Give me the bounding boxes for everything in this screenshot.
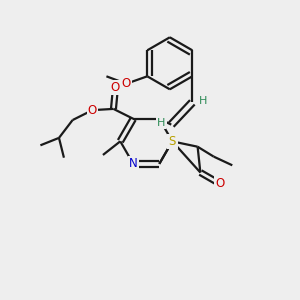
Text: O: O bbox=[111, 81, 120, 94]
Text: O: O bbox=[122, 77, 131, 90]
Text: S: S bbox=[169, 135, 176, 148]
Text: H: H bbox=[198, 99, 206, 109]
Text: H: H bbox=[158, 118, 166, 128]
Text: H: H bbox=[157, 118, 165, 128]
Text: O: O bbox=[215, 177, 224, 190]
Text: O: O bbox=[122, 77, 131, 90]
Text: O: O bbox=[88, 103, 97, 117]
Text: N: N bbox=[129, 158, 138, 170]
Text: N: N bbox=[168, 135, 177, 148]
Text: H: H bbox=[199, 96, 207, 106]
